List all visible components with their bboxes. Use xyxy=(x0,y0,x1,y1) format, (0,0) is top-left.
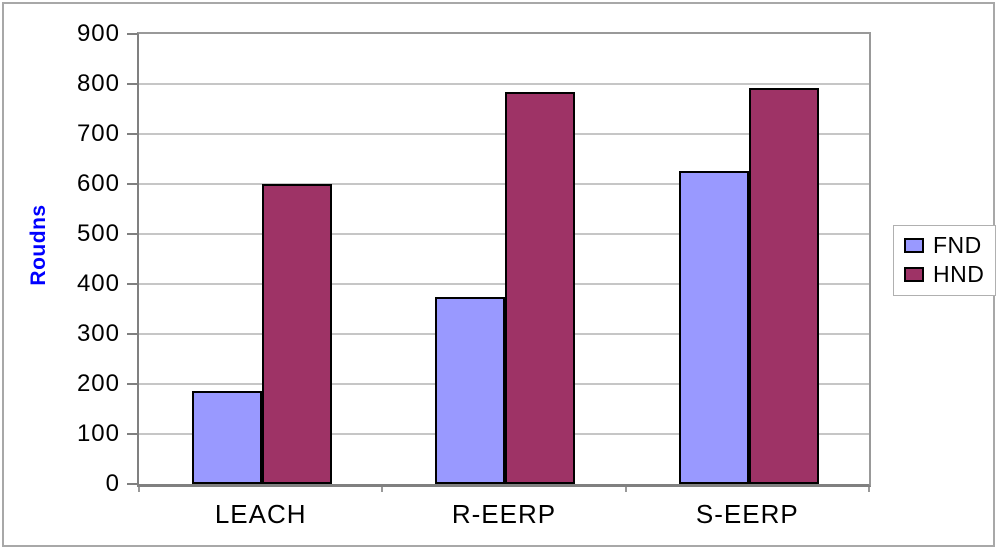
x-tick-mark-0 xyxy=(138,487,140,492)
y-tick-mark-500 xyxy=(127,233,137,235)
legend: FND HND xyxy=(893,225,996,296)
y-tick-mark-400 xyxy=(127,283,137,285)
bar-fnd-r-eerp xyxy=(435,297,506,484)
y-tick-mark-600 xyxy=(127,183,137,185)
x-category-label-leach: LEACH xyxy=(214,499,307,529)
y-tick-label-900: 900 xyxy=(76,20,120,47)
x-tick-mark-3 xyxy=(868,487,870,492)
legend-item-fnd: FND xyxy=(894,231,995,260)
y-tick-mark-100 xyxy=(127,433,137,435)
x-category-label-s-eerp: S-EERP xyxy=(695,499,799,529)
bar-hnd-s-eerp xyxy=(748,87,819,484)
y-tick-label-200: 200 xyxy=(76,370,120,397)
gridline-600 xyxy=(139,183,869,185)
legend-label-hnd: HND xyxy=(933,261,985,287)
x-category-label-r-eerp: R-EERP xyxy=(451,499,557,529)
y-tick-mark-0 xyxy=(127,483,137,485)
y-tick-label-500: 500 xyxy=(76,220,120,247)
gridline-800 xyxy=(139,83,869,85)
plot-area xyxy=(137,32,871,487)
y-tick-mark-800 xyxy=(127,83,137,85)
y-tick-label-0: 0 xyxy=(105,470,120,497)
gridline-700 xyxy=(139,133,869,135)
y-tick-mark-900 xyxy=(127,33,137,35)
y-tick-label-700: 700 xyxy=(76,120,120,147)
y-tick-label-400: 400 xyxy=(76,270,120,297)
y-tick-label-600: 600 xyxy=(76,170,120,197)
y-tick-label-800: 800 xyxy=(76,70,120,97)
legend-item-hnd: HND xyxy=(894,260,995,289)
x-tick-mark-2 xyxy=(624,487,627,492)
y-tick-mark-700 xyxy=(127,133,137,135)
y-tick-label-300: 300 xyxy=(76,320,120,347)
gridline-400 xyxy=(139,283,869,285)
bar-hnd-r-eerp xyxy=(505,91,576,484)
gridline-500 xyxy=(139,233,869,235)
y-tick-mark-300 xyxy=(127,333,137,335)
legend-label-fnd: FND xyxy=(933,232,982,258)
bar-hnd-leach xyxy=(262,184,332,484)
bar-fnd-s-eerp xyxy=(678,170,749,484)
x-tick-mark-1 xyxy=(381,487,384,492)
legend-swatch-hnd xyxy=(904,267,924,282)
y-tick-mark-200 xyxy=(127,383,137,385)
y-tick-label-100: 100 xyxy=(76,420,120,447)
bar-fnd-leach xyxy=(192,390,262,484)
legend-swatch-fnd xyxy=(904,238,924,253)
